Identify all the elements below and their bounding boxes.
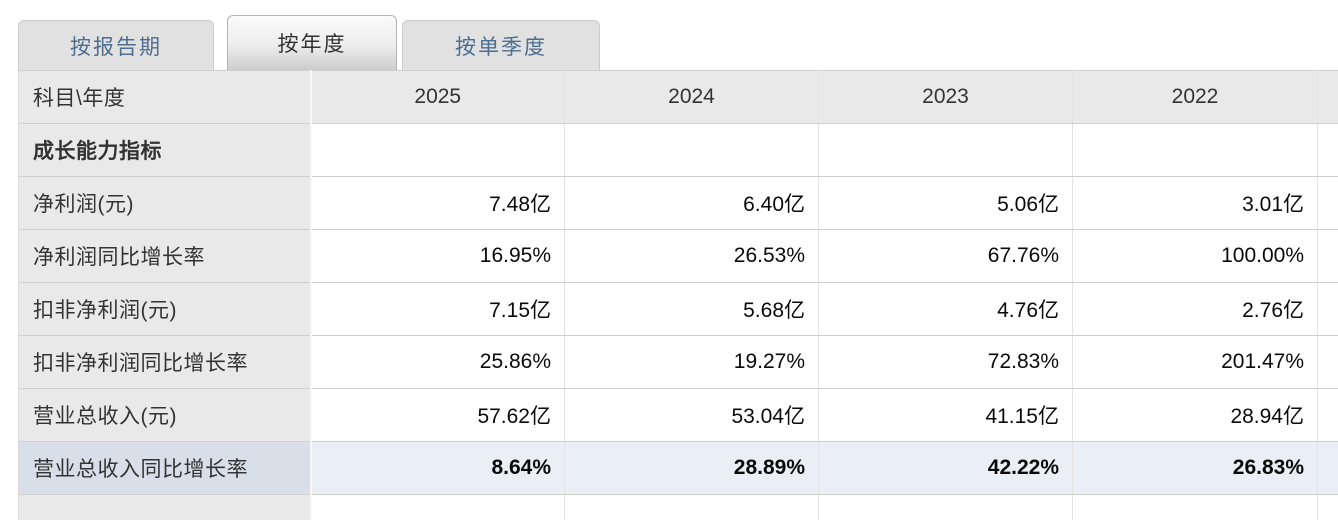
cell-value: 28.89%: [564, 441, 819, 495]
year-header-2024: 2024: [564, 70, 819, 124]
cell-value: 5.68亿: [564, 282, 819, 336]
row-label: 净利润同比增长率: [18, 229, 312, 283]
cell-value: 42.22%: [818, 441, 1073, 495]
cell-value: 19.27%: [564, 335, 819, 389]
cell-value: 16.95%: [310, 229, 565, 283]
empty-cell: [564, 123, 819, 177]
cell-value: 57.62亿: [310, 388, 565, 442]
table-row-net-profit: 净利润(元) 7.48亿 6.40亿 5.06亿 3.01亿: [18, 176, 1338, 230]
table-row-net-profit-yoy: 净利润同比增长率 16.95% 26.53% 67.76% 100.00%: [18, 229, 1338, 283]
empty-cell: [1317, 494, 1338, 520]
period-tab-bar: 按报告期 按年度 按单季度: [0, 0, 1338, 70]
cell-value: 25.86%: [310, 335, 565, 389]
table-header-row: 科目\年度 2025 2024 2023 2022: [18, 70, 1338, 124]
cell-value: 7.15亿: [310, 282, 565, 336]
cell-value-clipped: [1317, 441, 1338, 495]
table-row-total-revenue-yoy-highlighted: 营业总收入同比增长率 8.64% 28.89% 42.22% 26.83%: [18, 441, 1338, 495]
cell-value: 6.40亿: [564, 176, 819, 230]
empty-cell: [564, 494, 819, 520]
row-label: 净利润(元): [18, 176, 312, 230]
table-row-deducted-net-profit: 扣非净利润(元) 7.15亿 5.68亿 4.76亿 2.76亿: [18, 282, 1338, 336]
empty-cell: [1072, 123, 1318, 177]
cell-value: 2.76亿: [1072, 282, 1318, 336]
cell-value: 3.01亿: [1072, 176, 1318, 230]
tab-by-year[interactable]: 按年度: [227, 15, 397, 70]
table-row-deducted-net-profit-yoy: 扣非净利润同比增长率 25.86% 19.27% 72.83% 201.47%: [18, 335, 1338, 389]
cell-value: 7.48亿: [310, 176, 565, 230]
row-label-clipped: [18, 494, 312, 520]
section-row: 成长能力指标: [18, 123, 1338, 177]
empty-cell: [818, 123, 1073, 177]
cell-value: 26.83%: [1072, 441, 1318, 495]
empty-cell: [310, 123, 565, 177]
cell-value-clipped: [1317, 282, 1338, 336]
year-header-clipped: [1317, 70, 1338, 124]
cell-value-clipped: [1317, 229, 1338, 283]
cell-value: 26.53%: [564, 229, 819, 283]
cell-value: 41.15亿: [818, 388, 1073, 442]
cell-value: 28.94亿: [1072, 388, 1318, 442]
year-header-2022: 2022: [1072, 70, 1318, 124]
section-header-label: 成长能力指标: [18, 123, 312, 177]
cell-value: 100.00%: [1072, 229, 1318, 283]
cell-value-clipped: [1317, 388, 1338, 442]
cell-value: 5.06亿: [818, 176, 1073, 230]
cell-value: 67.76%: [818, 229, 1073, 283]
cell-value: 72.83%: [818, 335, 1073, 389]
cell-value-clipped: [1317, 176, 1338, 230]
row-label: 营业总收入(元): [18, 388, 312, 442]
empty-cell: [818, 494, 1073, 520]
cell-value: 4.76亿: [818, 282, 1073, 336]
cell-value: 201.47%: [1072, 335, 1318, 389]
row-label: 扣非净利润(元): [18, 282, 312, 336]
cell-value-clipped: [1317, 335, 1338, 389]
empty-cell: [310, 494, 565, 520]
empty-cell: [1317, 123, 1338, 177]
year-header-2025: 2025: [310, 70, 565, 124]
tab-by-report-period[interactable]: 按报告期: [18, 20, 214, 70]
corner-header: 科目\年度: [18, 70, 312, 124]
table-row-clipped: [18, 494, 1338, 520]
table-row-total-revenue: 营业总收入(元) 57.62亿 53.04亿 41.15亿 28.94亿: [18, 388, 1338, 442]
year-header-2023: 2023: [818, 70, 1073, 124]
cell-value: 53.04亿: [564, 388, 819, 442]
tab-by-quarter[interactable]: 按单季度: [402, 20, 600, 70]
row-label: 扣非净利润同比增长率: [18, 335, 312, 389]
cell-value: 8.64%: [310, 441, 565, 495]
annual-metrics-table: 科目\年度 2025 2024 2023 2022 成长能力指标 净利润: [18, 70, 1338, 520]
row-label: 营业总收入同比增长率: [18, 441, 312, 495]
empty-cell: [1072, 494, 1318, 520]
